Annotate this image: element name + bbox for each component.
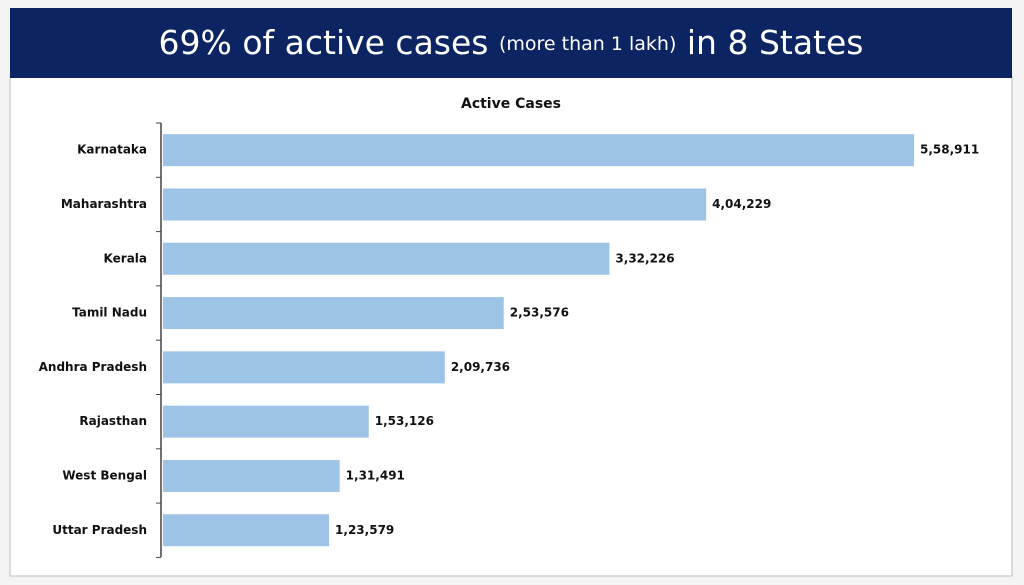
chart-title: Active Cases xyxy=(461,96,561,112)
value-label: 3,32,226 xyxy=(615,251,674,265)
banner-title-main: 69% of active cases xyxy=(159,23,489,62)
category-label: Tamil Nadu xyxy=(72,306,147,320)
bar xyxy=(163,297,504,330)
bar xyxy=(163,351,445,384)
category-label: Karnataka xyxy=(77,143,147,157)
bar xyxy=(163,514,330,547)
category-label: Rajasthan xyxy=(79,414,147,428)
value-label: 2,53,576 xyxy=(510,306,569,320)
banner xyxy=(10,8,1012,78)
value-label: 1,31,491 xyxy=(346,468,405,482)
category-label: Kerala xyxy=(104,251,147,265)
bar xyxy=(163,242,610,275)
banner-title: 69% of active cases (more than 1 lakh) i… xyxy=(159,23,864,62)
category-label: Uttar Pradesh xyxy=(52,523,147,537)
bar xyxy=(163,459,340,492)
bar xyxy=(163,405,369,438)
value-label: 4,04,229 xyxy=(712,197,771,211)
value-label: 1,53,126 xyxy=(375,414,434,428)
bar xyxy=(163,188,707,221)
value-label: 2,09,736 xyxy=(451,360,510,374)
bar xyxy=(163,134,914,167)
category-label: West Bengal xyxy=(62,468,147,482)
banner-title-note: (more than 1 lakh) xyxy=(499,33,676,55)
category-label: Andhra Pradesh xyxy=(39,360,147,374)
value-label: 5,58,911 xyxy=(920,143,979,157)
banner-title-end: in 8 States xyxy=(687,23,864,62)
category-label: Maharashtra xyxy=(61,197,147,211)
value-label: 1,23,579 xyxy=(335,523,394,537)
